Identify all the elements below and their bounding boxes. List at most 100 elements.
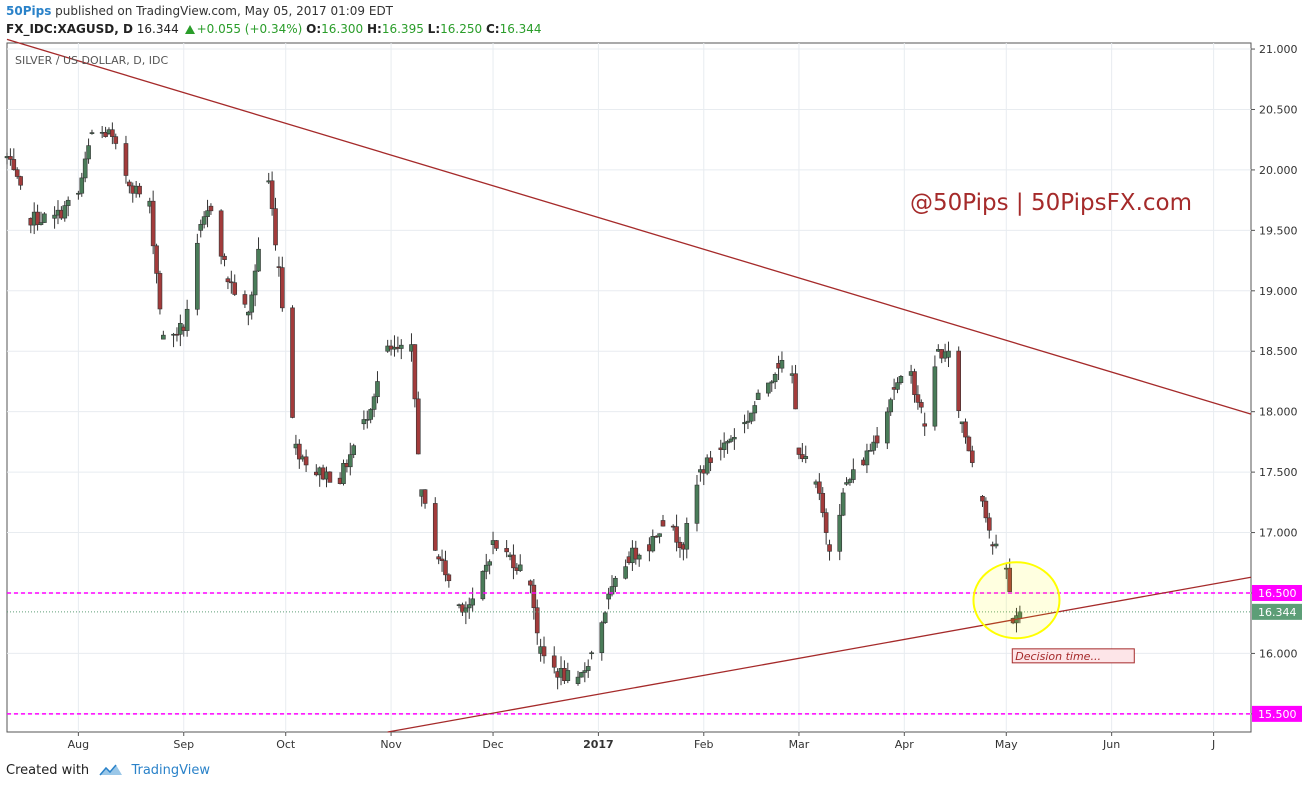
footer: Created with TradingView [6,763,210,778]
candle-body [361,419,367,425]
candle-body [844,482,849,485]
candle-body [273,208,278,246]
candle-body [229,281,234,284]
candle-body [487,561,492,566]
candle-body [368,409,373,420]
close-value: 16.344 [499,22,542,36]
candle-body [375,381,380,398]
candle-body [198,224,204,231]
candle-body [565,670,571,681]
y-tick-label: 19.500 [1259,224,1298,237]
symbol-name[interactable]: FX_IDC:XAGUSD, D [6,22,133,36]
y-tick-label: 20.500 [1259,103,1298,116]
candle-body [242,294,248,305]
trendline[interactable] [387,576,1252,733]
price-chart[interactable]: 21.000 20.500 20.000 19.500 19.000 18.500 18.0… [0,0,1303,760]
candle-body [966,436,972,452]
candle-body [534,607,540,634]
candle-body [232,282,238,295]
candle-body [341,463,346,484]
candle-body [303,456,309,466]
candle-body [52,214,57,219]
candle-body [494,540,499,549]
candle-body [606,593,611,600]
candle-body [443,560,448,576]
y-tick-label: 17.000 [1259,527,1298,540]
candle-body [103,132,108,137]
annotation-box[interactable] [1011,648,1135,664]
low-label: L: [427,22,441,36]
chart-title: SILVER / US DOLLAR, D, IDC [15,54,168,67]
open-label: O: [306,22,322,36]
plot-area[interactable] [6,42,1252,733]
candle-body [531,584,537,609]
candle-body [161,334,166,340]
candle-body [708,457,713,463]
candle-body [432,503,438,551]
candle-body [351,445,356,455]
candle-body [932,366,938,427]
candle-body [868,450,873,452]
annotation-text: Decision time... [1015,650,1101,663]
close-label: C: [485,22,500,36]
y-tick-label: 18.500 [1259,345,1298,358]
candle-body [609,586,615,595]
candle-body [732,436,737,440]
candle-body [517,564,523,571]
candle-body [840,492,846,516]
candle-body [18,176,23,186]
candle-body [575,676,581,684]
last-price: 16.344 [136,22,179,36]
candle-body [470,598,475,606]
candle-body [752,405,758,414]
candle-body [504,548,509,553]
candle-body [483,564,489,572]
y-tick-label: 18.000 [1259,406,1298,419]
candle-body [290,307,295,418]
high-value: 16.395 [381,22,424,36]
candle-body [919,402,924,408]
candle-body [827,544,832,552]
x-tick-label: J [1211,738,1215,751]
trendline[interactable] [6,38,1252,415]
candle-body [123,143,129,176]
candle-body [837,514,843,552]
candle-body [249,294,255,313]
candle-body [1007,567,1012,592]
candle-body [35,211,40,225]
candle-body [888,399,894,413]
candle-body [623,566,628,579]
candle-body [463,607,469,613]
candle-body [137,185,142,195]
y-tick-label: 21.000 [1259,43,1298,56]
level-price-label: 16.500 [1258,587,1297,600]
candle-body [728,438,734,442]
candle-body [62,205,68,219]
candle-body [823,512,829,533]
candle-body [779,359,785,369]
publisher-link[interactable]: 50Pips [6,4,52,18]
candle-body [439,558,445,561]
candle-body [969,450,975,463]
candle-body [195,242,200,310]
candle-body [602,612,608,623]
candle-body [8,156,13,160]
y-tick-label: 17.500 [1259,466,1298,479]
candle-body [993,543,999,547]
highlight-circle[interactable] [972,561,1061,640]
publish-info: 50Pips published on TradingView.com, May… [6,4,393,18]
candle-body [256,248,261,272]
candle-body [436,556,441,560]
candle-body [252,270,258,296]
candle-body [76,192,81,195]
candle-body [89,132,95,134]
tradingview-link[interactable]: TradingView [131,763,210,778]
candle-body [684,523,690,550]
candle-body [371,396,377,410]
candle-body [871,441,877,451]
candle-body [11,159,17,171]
candle-body [749,412,754,422]
candle-body [157,273,163,310]
candle-body [898,376,904,383]
x-tick-label: Jun [1102,738,1120,751]
